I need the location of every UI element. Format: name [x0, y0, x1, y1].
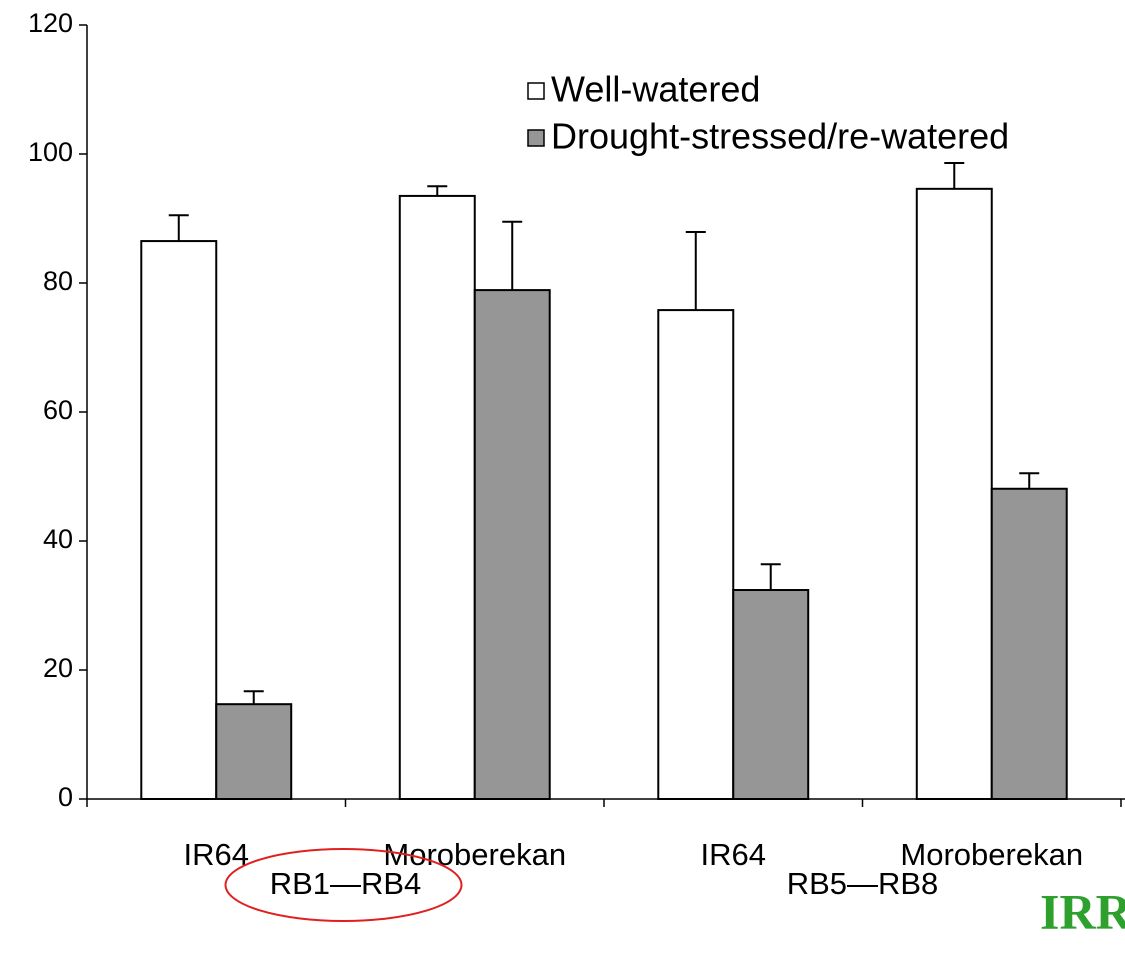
bar [473, 289, 551, 800]
bar [398, 194, 476, 801]
highlight-ellipse [224, 848, 463, 922]
legend-swatch [527, 129, 545, 147]
y-tick-label: 0 [58, 782, 73, 812]
y-tick-label: 80 [43, 266, 73, 296]
y-tick-label: 120 [28, 8, 73, 38]
group-label: RB1—RB4 [270, 866, 422, 901]
logo-text: IRRI [1040, 883, 1125, 939]
group-label: RB5—RB8 [787, 866, 939, 901]
x-tick-label: Moroberekan [383, 837, 566, 872]
bar [732, 589, 810, 801]
x-tick-label: IR64 [184, 837, 249, 872]
x-tick-label: Moroberekan [900, 837, 1083, 872]
legend-swatch [527, 82, 545, 100]
bar [657, 309, 735, 800]
x-tick-label: IR64 [701, 837, 766, 872]
bar [915, 187, 993, 800]
y-tick-label: 40 [43, 524, 73, 554]
y-tick-label: 100 [28, 137, 73, 167]
legend-label: Well-watered [551, 69, 760, 110]
bar [990, 487, 1068, 800]
bar [215, 703, 293, 800]
y-tick-label: 20 [43, 653, 73, 683]
y-tick-label: 60 [43, 395, 73, 425]
bar [140, 240, 218, 800]
legend-label: Drought-stressed/re-watered [551, 116, 1009, 157]
